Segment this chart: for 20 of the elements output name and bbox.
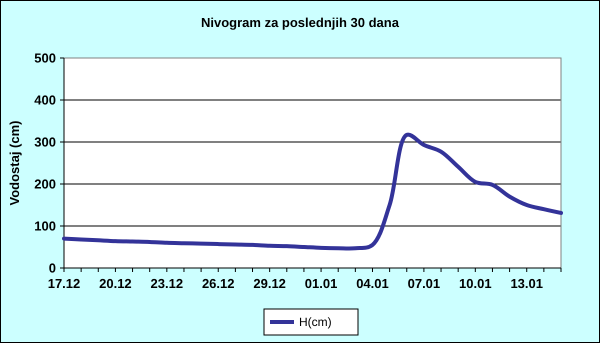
y-tick-label: 100 [34, 218, 56, 234]
x-tick-label: 10.01 [459, 276, 492, 291]
x-tick-label: 17.12 [48, 276, 80, 291]
y-tick-label: 400 [34, 92, 56, 108]
y-tick-label: 200 [34, 176, 56, 192]
x-tick-label: 07.01 [408, 276, 440, 291]
y-tick-label: 0 [48, 260, 56, 276]
x-tick-label: 29.12 [253, 276, 286, 291]
x-tick-label: 26.12 [202, 276, 235, 291]
x-tick-label: 13.01 [510, 276, 543, 291]
x-tick-label: 20.12 [99, 276, 132, 291]
line-series [62, 132, 563, 251]
chart-title: Nivogram za poslednjih 30 dana [201, 15, 400, 30]
legend-label: H(cm) [299, 315, 332, 330]
y-axis-title: Vodostaj (cm) [7, 120, 22, 206]
x-tick-label: 01.01 [304, 276, 338, 291]
y-tick-label: 300 [34, 134, 56, 150]
x-tick-label: 23.12 [150, 276, 184, 291]
x-tick-label: 04.01 [356, 276, 389, 291]
y-tick-label: 500 [34, 50, 56, 66]
